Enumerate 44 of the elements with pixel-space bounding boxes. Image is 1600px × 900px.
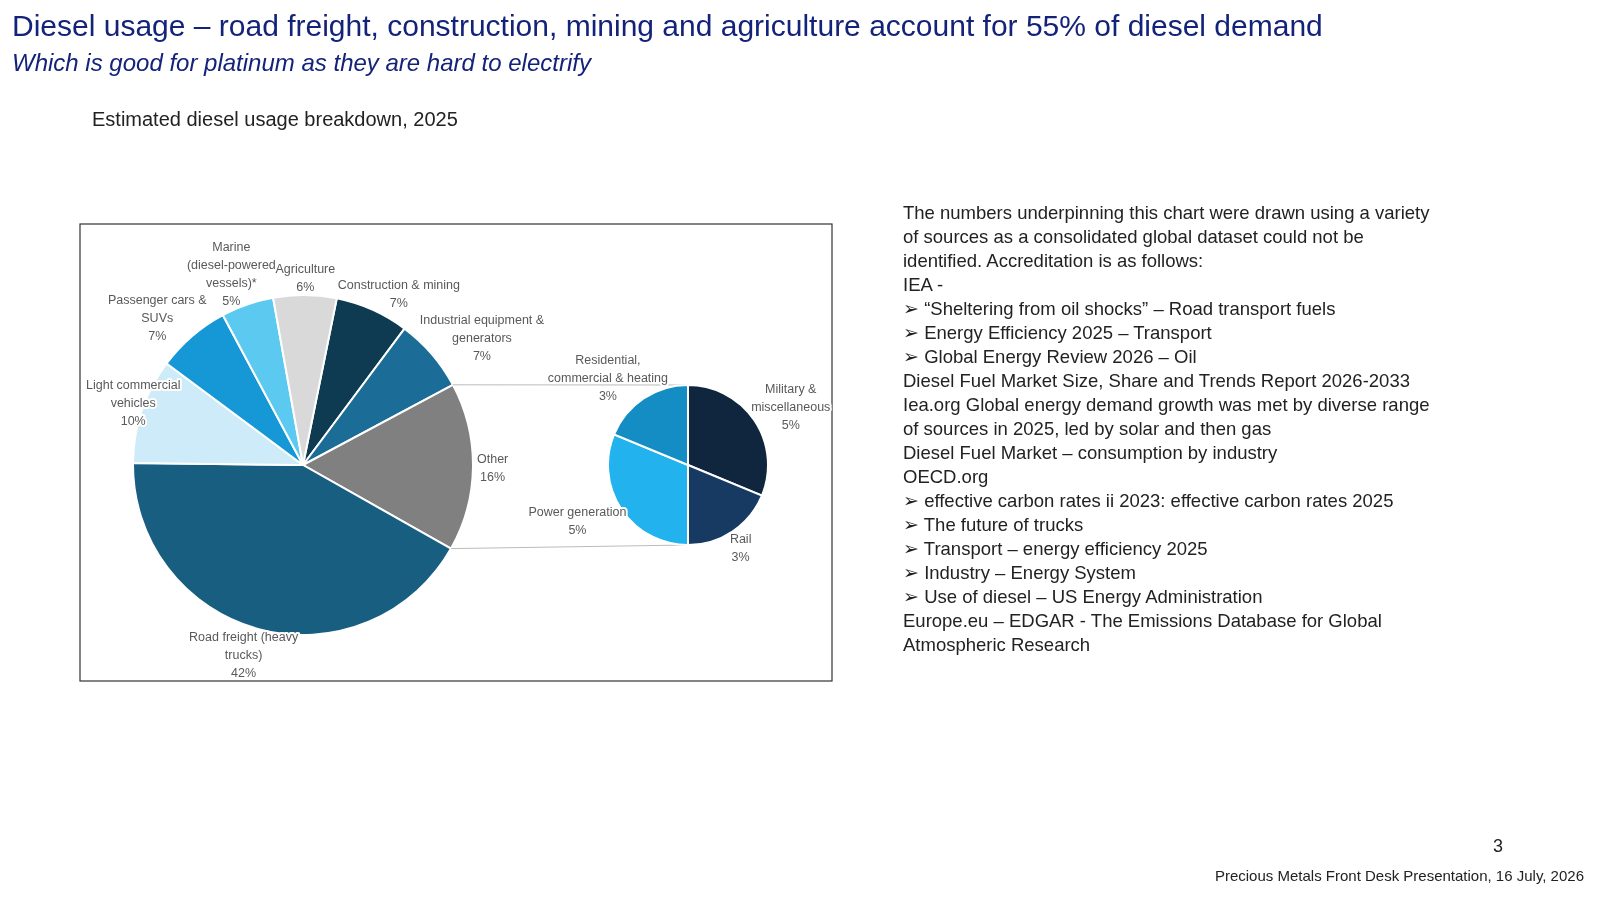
text: ➢ The future of trucks: [903, 514, 1084, 535]
text: ➢ “Sheltering from oil shocks” – Road transport fuels: [903, 298, 1336, 319]
slice-label: Road freight (heavy trucks): [189, 629, 299, 662]
text: 3: [1492, 836, 1503, 856]
data-label: 5%: [568, 522, 587, 537]
slice-label: Other: [476, 452, 509, 467]
chart-subtitle: Which is good for platinum as they are hard to electrify: [12, 49, 593, 76]
data-label: 7%: [389, 295, 408, 310]
text: Iea.org Global energy demand growth was met by diverse range of sources in 2025, led by solar and then gas: [903, 394, 1430, 439]
slice-label: Rail: [729, 531, 752, 546]
data-label: 7%: [472, 349, 491, 364]
data-label: 5%: [222, 294, 241, 309]
text: Precious Metals Front Desk Presentation, 16 July, 2026: [1214, 867, 1584, 884]
text: ➢ Use of diesel – US Energy Administration: [903, 586, 1263, 607]
text: ➢ Transport – energy efficiency 2025: [903, 538, 1208, 559]
slice-label: Residential, commercial & heating: [547, 353, 669, 386]
data-label: 42%: [231, 665, 257, 680]
slice-label: Marine (diesel-powered vessels)*: [186, 240, 276, 291]
text: ➢ effective carbon rates ii 2023: effective carbon rates 2025: [903, 490, 1394, 511]
text: Diesel Fuel Market Size, Share and Trends Report 2026-2033: [903, 370, 1410, 391]
text: Europe.eu – EDGAR - The Emissions Database for Global Atmospheric Research: [903, 610, 1382, 655]
text: Diesel Fuel Market – consumption by industry: [903, 442, 1279, 463]
text: The numbers underpinning this chart were drawn using a variety of sources as a consolidated global dataset could not be identified. Accreditation is as follows:: [903, 202, 1431, 271]
data-label: 6%: [296, 279, 315, 294]
slice-label: Light commercial vehicles: [86, 378, 181, 411]
data-label: 10%: [120, 414, 146, 429]
data-label: 3%: [598, 389, 617, 404]
slice-label: Industrial equipment & generators: [419, 313, 545, 346]
slice-label: Passenger cars & SUVs: [107, 292, 208, 325]
text: Estimated diesel usage breakdown, 2025: [92, 108, 458, 130]
slice-label: Power generation: [528, 504, 627, 519]
data-label: 16%: [480, 470, 506, 485]
slice-label: Military & miscellaneous: [751, 382, 831, 415]
text: ➢ Energy Efficiency 2025 – Transport: [903, 322, 1212, 343]
slice-label: Agriculture: [275, 261, 336, 276]
text: ➢ Global Energy Review 2026 – Oil: [903, 346, 1197, 367]
text: ➢ Industry – Energy System: [903, 562, 1136, 583]
text: OECD.org: [903, 466, 989, 487]
text: Diesel usage – road freight, construction, mining and agriculture account for 55% of diesel demand: [12, 9, 1323, 42]
data-label: 7%: [148, 328, 167, 343]
data-label: 3%: [731, 549, 750, 564]
text: IEA -: [903, 274, 944, 295]
data-label: 5%: [781, 418, 800, 433]
slice-label: Construction & mining: [337, 277, 461, 292]
